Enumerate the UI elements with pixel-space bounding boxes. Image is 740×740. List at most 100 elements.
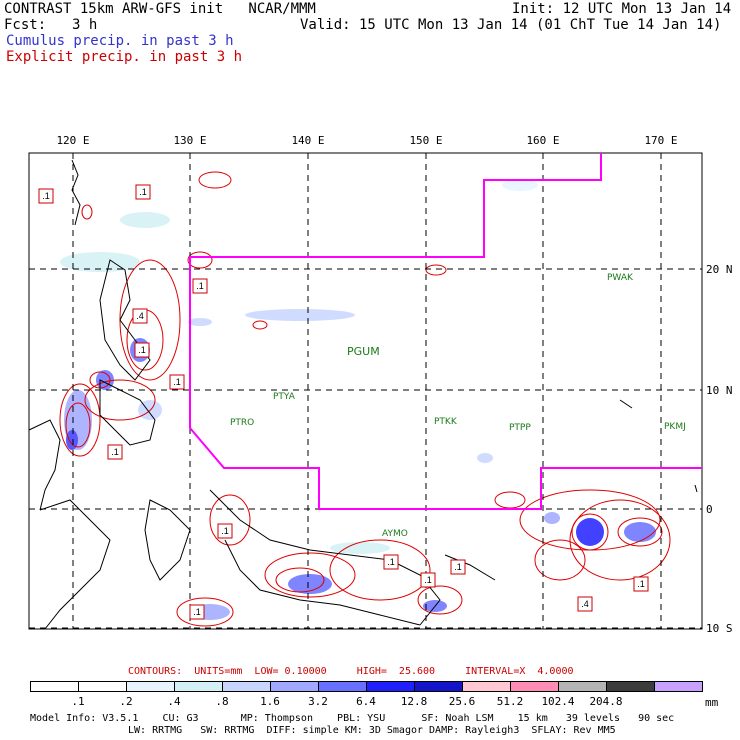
colorbar-unit: mm xyxy=(705,696,719,709)
lon-label-150e: 150 E xyxy=(409,134,443,147)
max-value-box xyxy=(107,444,123,460)
contour xyxy=(534,539,586,581)
max-value-box xyxy=(189,604,205,620)
max-value-box xyxy=(38,188,54,204)
colorbar-swatch xyxy=(78,681,127,692)
valid-time: Valid: 15 UTC Mon 13 Jan 14 (01 ChT Tue … xyxy=(300,17,722,33)
max-value-label: .1 xyxy=(111,447,119,457)
max-value-label: .1 xyxy=(193,607,201,617)
coastline-islands xyxy=(619,399,633,409)
colorbar-label: .2 xyxy=(119,695,133,708)
contour xyxy=(569,499,671,581)
contour xyxy=(252,320,268,330)
lat-label-20n: 20 N xyxy=(706,263,733,276)
contour xyxy=(425,264,447,276)
contour xyxy=(494,491,526,509)
coastlines xyxy=(28,159,698,630)
colorbar-swatch xyxy=(606,681,655,692)
precip-blob xyxy=(120,212,170,228)
max-value-box xyxy=(420,572,436,588)
max-value-box xyxy=(217,523,233,539)
colorbar-label: .4 xyxy=(167,695,181,708)
contour xyxy=(617,517,663,547)
station-pgum: PGUM xyxy=(347,345,380,358)
colorbar-swatch xyxy=(222,681,271,692)
lat-label-10s: 10 S xyxy=(706,622,733,635)
precip-blob xyxy=(477,453,493,463)
station-ptya: PTYA xyxy=(273,392,295,402)
colorbar-label: 1.6 xyxy=(260,695,280,708)
max-value-label: .1 xyxy=(454,562,462,572)
lon-label-140e: 140 E xyxy=(291,134,325,147)
lat-lon-grid xyxy=(29,153,702,629)
cumulus-label: Cumulus precip. in past 3 h xyxy=(6,33,234,49)
contour xyxy=(84,379,156,421)
lon-label-130e: 130 E xyxy=(173,134,207,147)
station-aymo: AYMO xyxy=(382,529,408,539)
forecast-value: 3 h xyxy=(72,17,98,33)
colorbar-label: 25.6 xyxy=(448,695,476,708)
plot-title: CONTRAST 15km ARW-GFS init NCAR/MMM xyxy=(4,1,316,17)
contour xyxy=(571,513,609,551)
coastline-borneo xyxy=(28,419,61,511)
max-value-box xyxy=(450,559,466,575)
model-info: Model Info: V3.5.1 CU: G3 MP: Thompson P… xyxy=(30,713,675,724)
precip-blob xyxy=(544,512,560,524)
precip-blob xyxy=(576,518,604,546)
contour xyxy=(59,383,101,457)
max-value-label: .1 xyxy=(424,575,432,585)
contour xyxy=(81,204,93,220)
contour xyxy=(417,585,463,615)
max-value-label: .1 xyxy=(139,187,147,197)
coastline-islands xyxy=(444,554,496,581)
cumulus-precip-shading xyxy=(60,179,656,620)
contour xyxy=(176,597,234,627)
contour xyxy=(187,251,213,269)
contour xyxy=(198,171,232,189)
max-value-label: .1 xyxy=(196,281,204,291)
contour xyxy=(209,494,251,546)
forecast-label: Fcst: xyxy=(4,17,47,33)
max-value-label: .1 xyxy=(138,345,146,355)
lat-label-10n: 10 N xyxy=(706,384,733,397)
colorbar-label: 3.2 xyxy=(308,695,328,708)
max-value-box xyxy=(132,308,148,324)
colorbar-label: 51.2 xyxy=(496,695,524,708)
coastline-borneo-south xyxy=(39,499,111,630)
precip-blob xyxy=(188,318,212,326)
precip-blob xyxy=(245,309,355,321)
precip-blob xyxy=(502,179,538,191)
colorbar-label: .1 xyxy=(71,695,85,708)
max-value-box xyxy=(633,576,649,592)
station-ptro: PTRO xyxy=(230,418,255,428)
max-value-boxes: .1 .1 .1 .4 .1 .1 .1 .1 .1 .1 .1 .1 .4 .1 xyxy=(38,184,649,620)
colorbar-swatch xyxy=(510,681,559,692)
colorbar-swatch xyxy=(270,681,319,692)
contour xyxy=(119,259,181,381)
contour xyxy=(275,567,325,593)
explicit-label: Explicit precip. in past 3 h xyxy=(6,49,243,65)
physics-info: LW: RRTMG SW: RRTMG DIFF: simple KM: 3D … xyxy=(128,725,616,736)
max-value-box xyxy=(134,342,150,358)
max-value-label: .4 xyxy=(136,311,144,321)
max-value-box xyxy=(169,374,185,390)
lon-label-170e: 170 E xyxy=(644,134,678,147)
coastline-islands xyxy=(694,484,698,493)
coastline-new-guinea-north xyxy=(209,489,441,626)
max-value-label: .1 xyxy=(42,191,50,201)
coastline-sulawesi xyxy=(144,499,191,581)
colorbar-label: .8 xyxy=(215,695,229,708)
lon-label-120e: 120 E xyxy=(56,134,90,147)
colorbar-swatch xyxy=(654,681,703,692)
precip-blob xyxy=(330,542,390,554)
station-pkmj: PKMJ xyxy=(664,422,686,432)
colorbar-label: 204.8 xyxy=(589,695,623,708)
station-ptkk: PTKK xyxy=(434,417,457,427)
precip-blob xyxy=(624,522,656,542)
contour xyxy=(264,552,356,598)
lon-label-160e: 160 E xyxy=(526,134,560,147)
precip-blob xyxy=(288,574,332,594)
colorbar-swatch xyxy=(366,681,415,692)
colorbar-swatch xyxy=(462,681,511,692)
